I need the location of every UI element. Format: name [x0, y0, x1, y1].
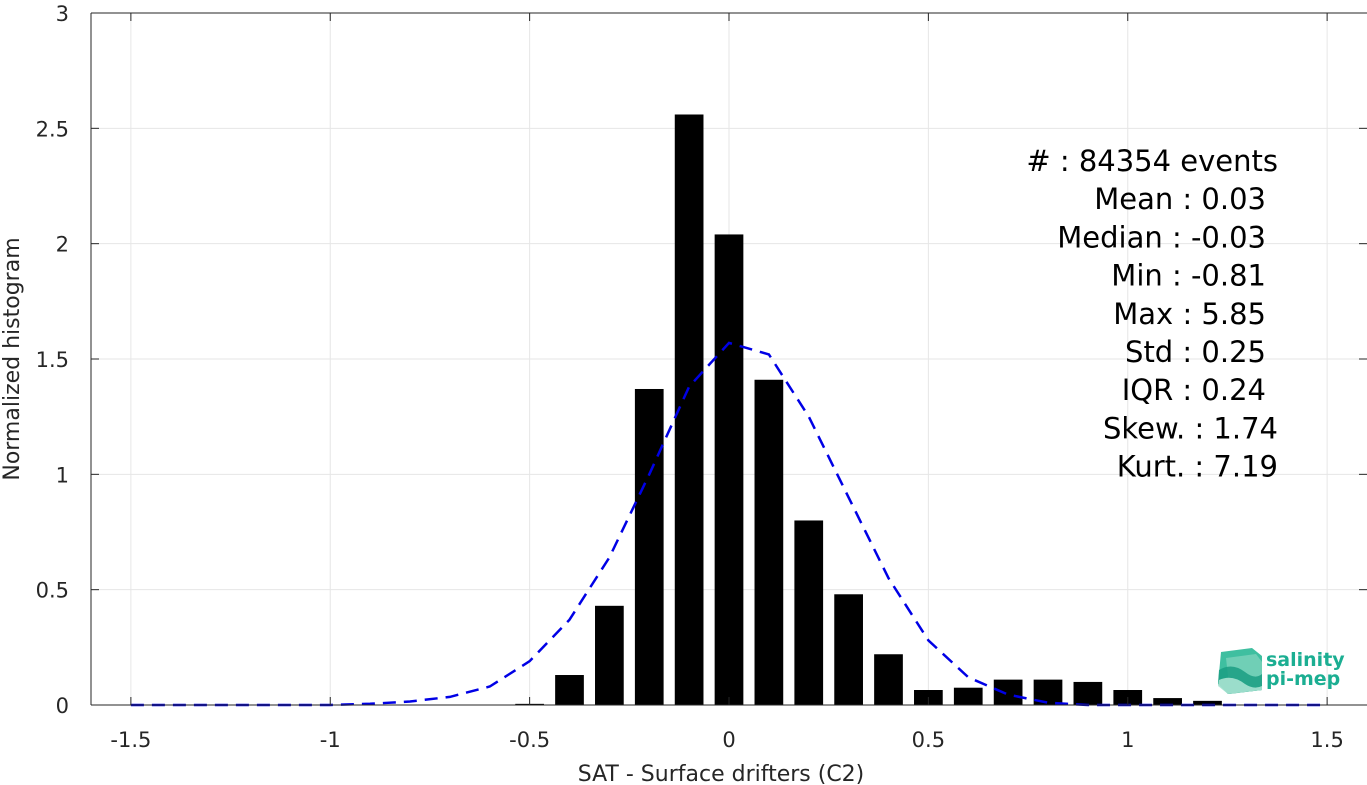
y-axis-label: Normalized histogram	[0, 237, 25, 480]
axes	[90, 12, 1367, 706]
stat-line: Kurt. : 7.19	[1117, 450, 1278, 484]
stat-line: Max : 5.85	[1113, 297, 1266, 331]
histogram-bar	[794, 520, 824, 705]
histogram-bar	[874, 654, 903, 705]
y-tick-label: 1.5	[36, 348, 69, 372]
histogram-bar	[1073, 681, 1103, 705]
stat-line: Min : -0.81	[1111, 259, 1266, 293]
stat-line: # : 84354 events	[1026, 144, 1278, 178]
stat-line: Median : -0.03	[1057, 220, 1266, 254]
stat-line: Mean : 0.03	[1094, 182, 1266, 216]
y-tick-label: 2	[56, 233, 69, 257]
histogram-bar	[595, 605, 624, 705]
stat-line: IQR : 0.24	[1122, 373, 1266, 407]
histogram-bar	[1153, 698, 1182, 705]
stat-line: Skew. : 1.74	[1103, 411, 1278, 445]
y-tick-label: 3	[56, 2, 69, 26]
x-tick-label: -1.5	[110, 728, 151, 752]
y-tick-label: 2.5	[36, 117, 69, 141]
logo-line-1: salinity	[1266, 649, 1345, 671]
stats-annotation: # : 84354 events Mean : 0.03 Median : -0.0…	[1026, 144, 1278, 484]
salinity-pi-mep-logo: salinity pi-mep	[1218, 648, 1345, 694]
histogram-bar	[1193, 700, 1222, 705]
x-tick-label: -0.5	[509, 728, 550, 752]
stat-line: Std : 0.25	[1125, 335, 1266, 369]
histogram-bar	[555, 675, 584, 705]
histogram-bar	[634, 388, 664, 705]
y-tick-label: 1	[56, 463, 69, 487]
x-tick-label: 0.5	[912, 728, 945, 752]
histogram-bar	[754, 379, 784, 705]
histogram-bar	[953, 687, 983, 705]
x-axis-label: SAT - Surface drifters (C2)	[578, 762, 865, 785]
x-tick-label: 1	[1121, 728, 1134, 752]
bars	[475, 114, 1222, 705]
histogram-bar	[834, 594, 863, 705]
x-tick-label: -1	[320, 728, 341, 752]
y-tick-label: 0.5	[36, 579, 69, 603]
y-tick-label: 0	[56, 694, 69, 718]
histogram-bar	[714, 234, 744, 705]
tick-labels: -1.5 -1 -0.5 0 0.5 1 1.5 0 0.5 1 1.5 2 2.5 3	[36, 2, 1344, 752]
salinity-logo-icon	[1218, 648, 1262, 694]
logo-line-2: pi-mep	[1266, 668, 1340, 690]
x-tick-label: 0	[722, 728, 735, 752]
histogram-bar	[993, 679, 1023, 705]
x-tick-label: 1.5	[1310, 728, 1343, 752]
